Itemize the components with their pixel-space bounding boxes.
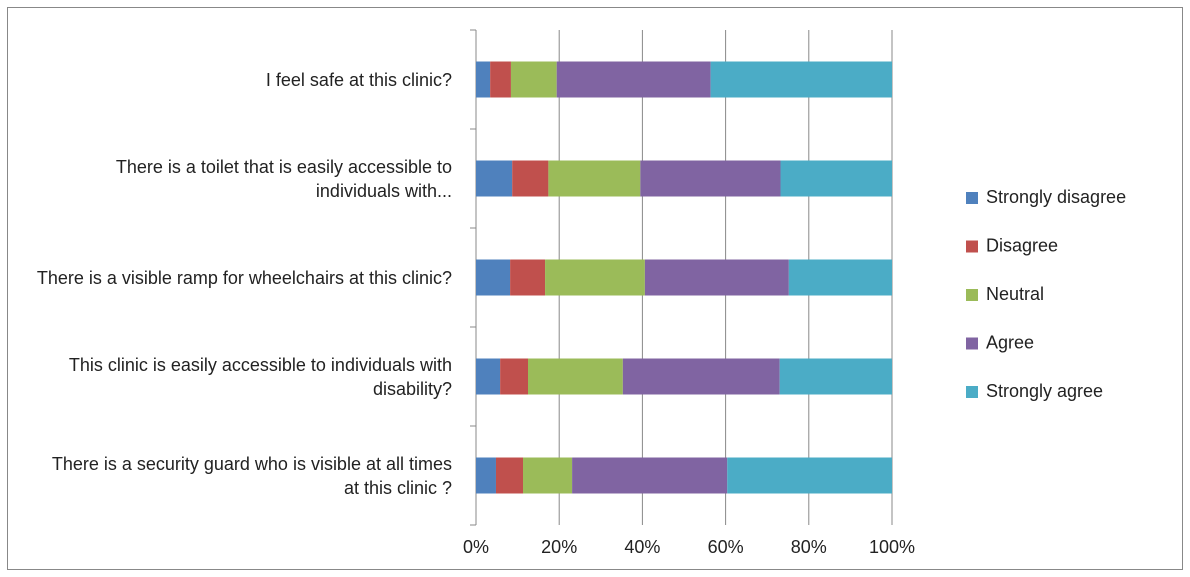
- bar-segment: [476, 457, 496, 494]
- category-text: There is a security guard who is visible…: [51, 453, 452, 498]
- bar-segment: [788, 259, 892, 296]
- bar-segment: [476, 358, 501, 395]
- category-text: There is a visible ramp for wheelchairs …: [36, 267, 452, 288]
- bar-segment: [476, 259, 511, 296]
- legend-label: Strongly disagree: [986, 187, 1126, 207]
- category-label: There is a toilet that is easily accessi…: [20, 129, 452, 228]
- bar-segment: [490, 61, 511, 98]
- bar-segment: [779, 358, 892, 395]
- bar-segment: [644, 259, 789, 296]
- category-text: I feel safe at this clinic?: [265, 69, 452, 90]
- legend-label: Strongly agree: [986, 381, 1103, 401]
- bar-segment: [523, 457, 573, 494]
- x-tick-label: 40%: [624, 537, 660, 557]
- bar-segment: [622, 358, 780, 395]
- x-tick-label: 0%: [463, 537, 489, 557]
- legend-label: Disagree: [986, 235, 1058, 255]
- legend-label: Agree: [986, 332, 1034, 352]
- bar-segment: [528, 358, 623, 395]
- x-tick-label: 80%: [791, 537, 827, 557]
- category-text: This clinic is easily accessible to indi…: [68, 354, 452, 399]
- bar-segment: [500, 358, 528, 395]
- category-label: There is a visible ramp for wheelchairs …: [20, 228, 452, 327]
- x-tick-label: 60%: [708, 537, 744, 557]
- legend-swatch: [966, 386, 978, 398]
- bar-segment: [512, 160, 549, 197]
- legend-swatch: [966, 192, 978, 204]
- bar-segment: [548, 160, 641, 197]
- bar-segment: [572, 457, 728, 494]
- category-label: There is a security guard who is visible…: [20, 426, 452, 525]
- bar-segment: [510, 259, 546, 296]
- category-text: There is a toilet that is easily accessi…: [115, 156, 452, 201]
- bar-segment: [780, 160, 892, 197]
- bar-segment: [556, 61, 711, 98]
- bar-segment: [727, 457, 892, 494]
- category-label: This clinic is easily accessible to indi…: [20, 327, 452, 426]
- bar-segment: [545, 259, 645, 296]
- x-tick-label: 20%: [541, 537, 577, 557]
- bar-segment: [495, 457, 524, 494]
- category-label: I feel safe at this clinic?: [20, 30, 452, 129]
- bar-segment: [476, 61, 491, 98]
- bar-segment: [510, 61, 557, 98]
- bar-segment: [640, 160, 781, 197]
- x-tick-label: 100%: [869, 537, 915, 557]
- legend-label: Neutral: [986, 284, 1044, 304]
- legend-swatch: [966, 289, 978, 301]
- bar-segment: [476, 160, 513, 197]
- legend-swatch: [966, 240, 978, 253]
- legend-swatch: [966, 337, 978, 350]
- bar-segment: [710, 61, 892, 98]
